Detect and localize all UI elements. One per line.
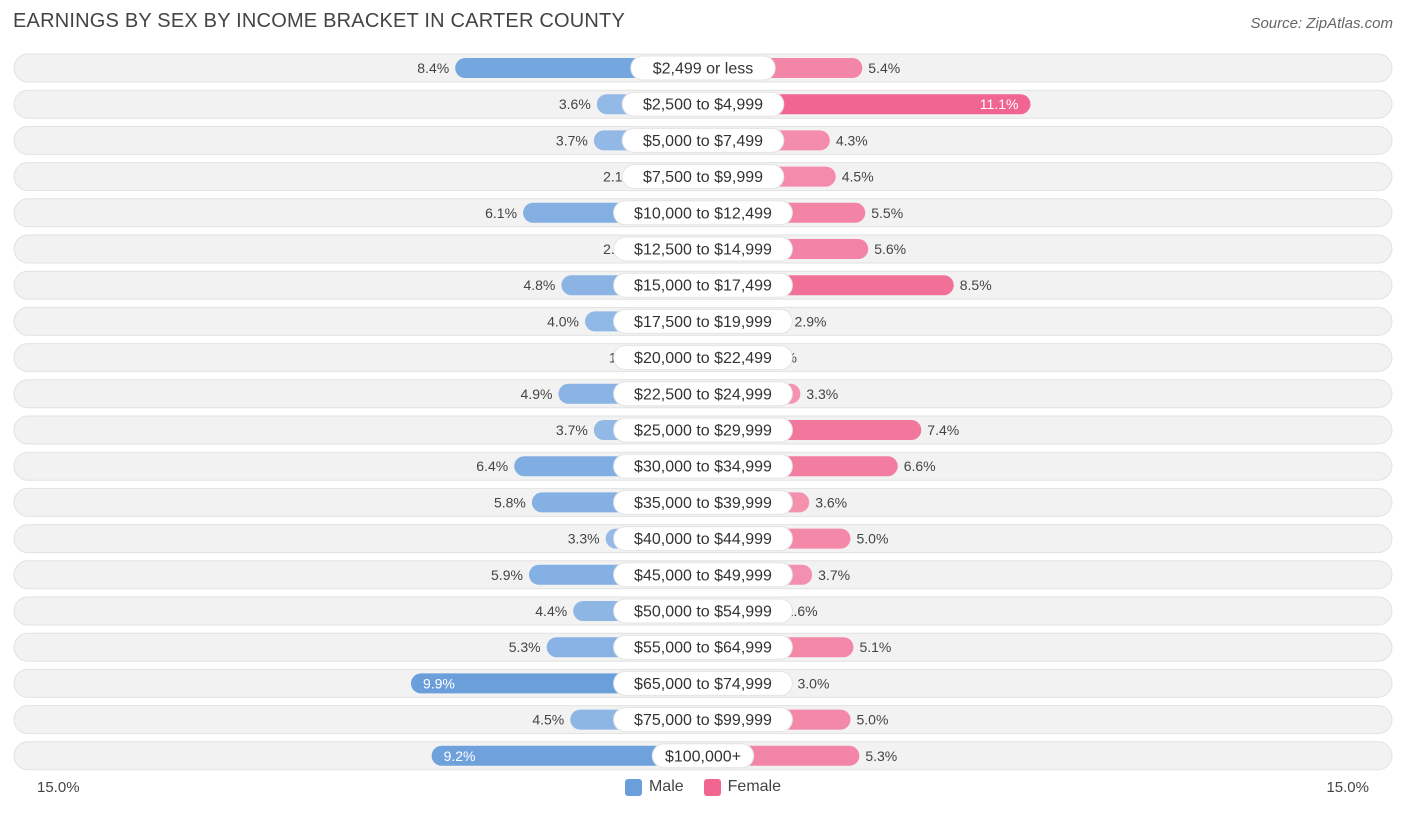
category-label: $5,000 to $7,499 — [643, 133, 763, 150]
value-label-female: 5.4% — [868, 60, 900, 76]
value-label-male: 8.4% — [417, 60, 449, 76]
value-label-female: 4.3% — [836, 132, 868, 148]
bar-female[interactable] — [703, 94, 1031, 115]
value-label-female: 3.7% — [818, 567, 850, 583]
category-label: $45,000 to $49,999 — [634, 567, 772, 584]
category-pill — [613, 562, 793, 588]
category-pill — [613, 345, 793, 371]
legend-item-male[interactable]: Male — [624, 778, 684, 796]
value-label-female: 3.3% — [806, 386, 838, 402]
value-label-female: 5.0% — [857, 712, 889, 728]
value-label-male: 4.9% — [521, 386, 553, 402]
value-label-female: 5.0% — [857, 531, 889, 547]
category-pill — [621, 164, 785, 190]
category-label: $100,000+ — [665, 748, 741, 765]
category-label: $22,500 to $24,999 — [634, 386, 772, 403]
category-label: $20,000 to $22,499 — [634, 350, 772, 367]
source-label: Source: ZipAtlas.com — [1250, 15, 1393, 32]
value-label-female: 2.9% — [795, 313, 827, 329]
legend-label-female: Female — [727, 778, 782, 795]
value-label-female: 7.4% — [927, 422, 959, 438]
category-label: $25,000 to $29,999 — [634, 423, 772, 440]
category-pill — [621, 91, 785, 117]
category-pill — [613, 526, 793, 552]
chart-title: EARNINGS BY SEX BY INCOME BRACKET IN CAR… — [13, 10, 625, 32]
value-label-male: 3.7% — [556, 422, 588, 438]
category-pill — [613, 272, 793, 298]
bar-male[interactable] — [431, 745, 703, 766]
legend-label-male: Male — [648, 778, 684, 795]
category-label: $2,500 to $4,999 — [643, 97, 763, 114]
value-label-female: 11.1% — [980, 96, 1019, 112]
legend-swatch-female — [703, 778, 721, 796]
category-pill — [613, 634, 793, 660]
category-label: $50,000 to $54,999 — [634, 604, 772, 621]
category-label: $15,000 to $17,499 — [634, 278, 772, 295]
category-pill — [613, 707, 793, 733]
category-pill — [613, 489, 793, 515]
category-label: $35,000 to $39,999 — [634, 495, 772, 512]
value-label-male: 4.8% — [523, 277, 555, 293]
value-label-male: 3.7% — [556, 132, 588, 148]
value-label-female: 5.3% — [865, 748, 897, 764]
value-label-female: 5.5% — [871, 205, 903, 221]
axis-right-label: 15.0% — [1326, 779, 1369, 796]
category-pill — [613, 598, 793, 624]
category-pill — [613, 308, 793, 334]
value-label-male: 4.5% — [532, 712, 564, 728]
value-label-female: 3.6% — [815, 494, 847, 510]
legend-swatch-male — [624, 778, 642, 796]
category-pill — [613, 236, 793, 262]
value-label-female: 4.5% — [842, 169, 874, 185]
value-label-female: 6.6% — [904, 458, 936, 474]
axis-left-label: 15.0% — [37, 779, 80, 796]
category-pill — [621, 127, 785, 153]
value-label-male: 5.3% — [509, 639, 541, 655]
legend: Male Female — [0, 778, 1406, 796]
value-label-male: 3.6% — [559, 96, 591, 112]
value-label-female: 5.6% — [874, 241, 906, 257]
category-label: $2,499 or less — [653, 61, 754, 78]
value-label-male: 9.9% — [423, 675, 455, 691]
category-label: $65,000 to $74,999 — [634, 676, 772, 693]
category-label: $12,500 to $14,999 — [634, 242, 772, 259]
value-label-female: 3.0% — [798, 675, 830, 691]
value-label-male: 4.4% — [535, 603, 567, 619]
category-pill — [613, 381, 793, 407]
category-pill — [651, 743, 755, 769]
value-label-male: 4.0% — [547, 313, 579, 329]
value-label-male: 5.9% — [491, 567, 523, 583]
value-label-male: 5.8% — [494, 494, 526, 510]
category-pill — [613, 670, 793, 696]
value-label-male: 6.1% — [485, 205, 517, 221]
category-pill — [630, 55, 776, 81]
category-label: $17,500 to $19,999 — [634, 314, 772, 331]
category-label: $75,000 to $99,999 — [634, 712, 772, 729]
category-pill — [613, 200, 793, 226]
value-label-female: 2.6% — [786, 603, 818, 619]
category-label: $10,000 to $12,499 — [634, 205, 772, 222]
value-label-male: 3.3% — [568, 531, 600, 547]
value-label-male: 9.2% — [444, 748, 476, 764]
value-label-male: 6.4% — [476, 458, 508, 474]
value-label-female: 5.1% — [859, 639, 891, 655]
legend-item-female[interactable]: Female — [703, 778, 782, 796]
category-label: $55,000 to $64,999 — [634, 640, 772, 657]
category-label: $40,000 to $44,999 — [634, 531, 772, 548]
value-label-female: 8.5% — [960, 277, 992, 293]
category-label: $30,000 to $34,999 — [634, 459, 772, 476]
category-pill — [613, 453, 793, 479]
category-label: $7,500 to $9,999 — [643, 169, 763, 186]
category-pill — [613, 417, 793, 443]
